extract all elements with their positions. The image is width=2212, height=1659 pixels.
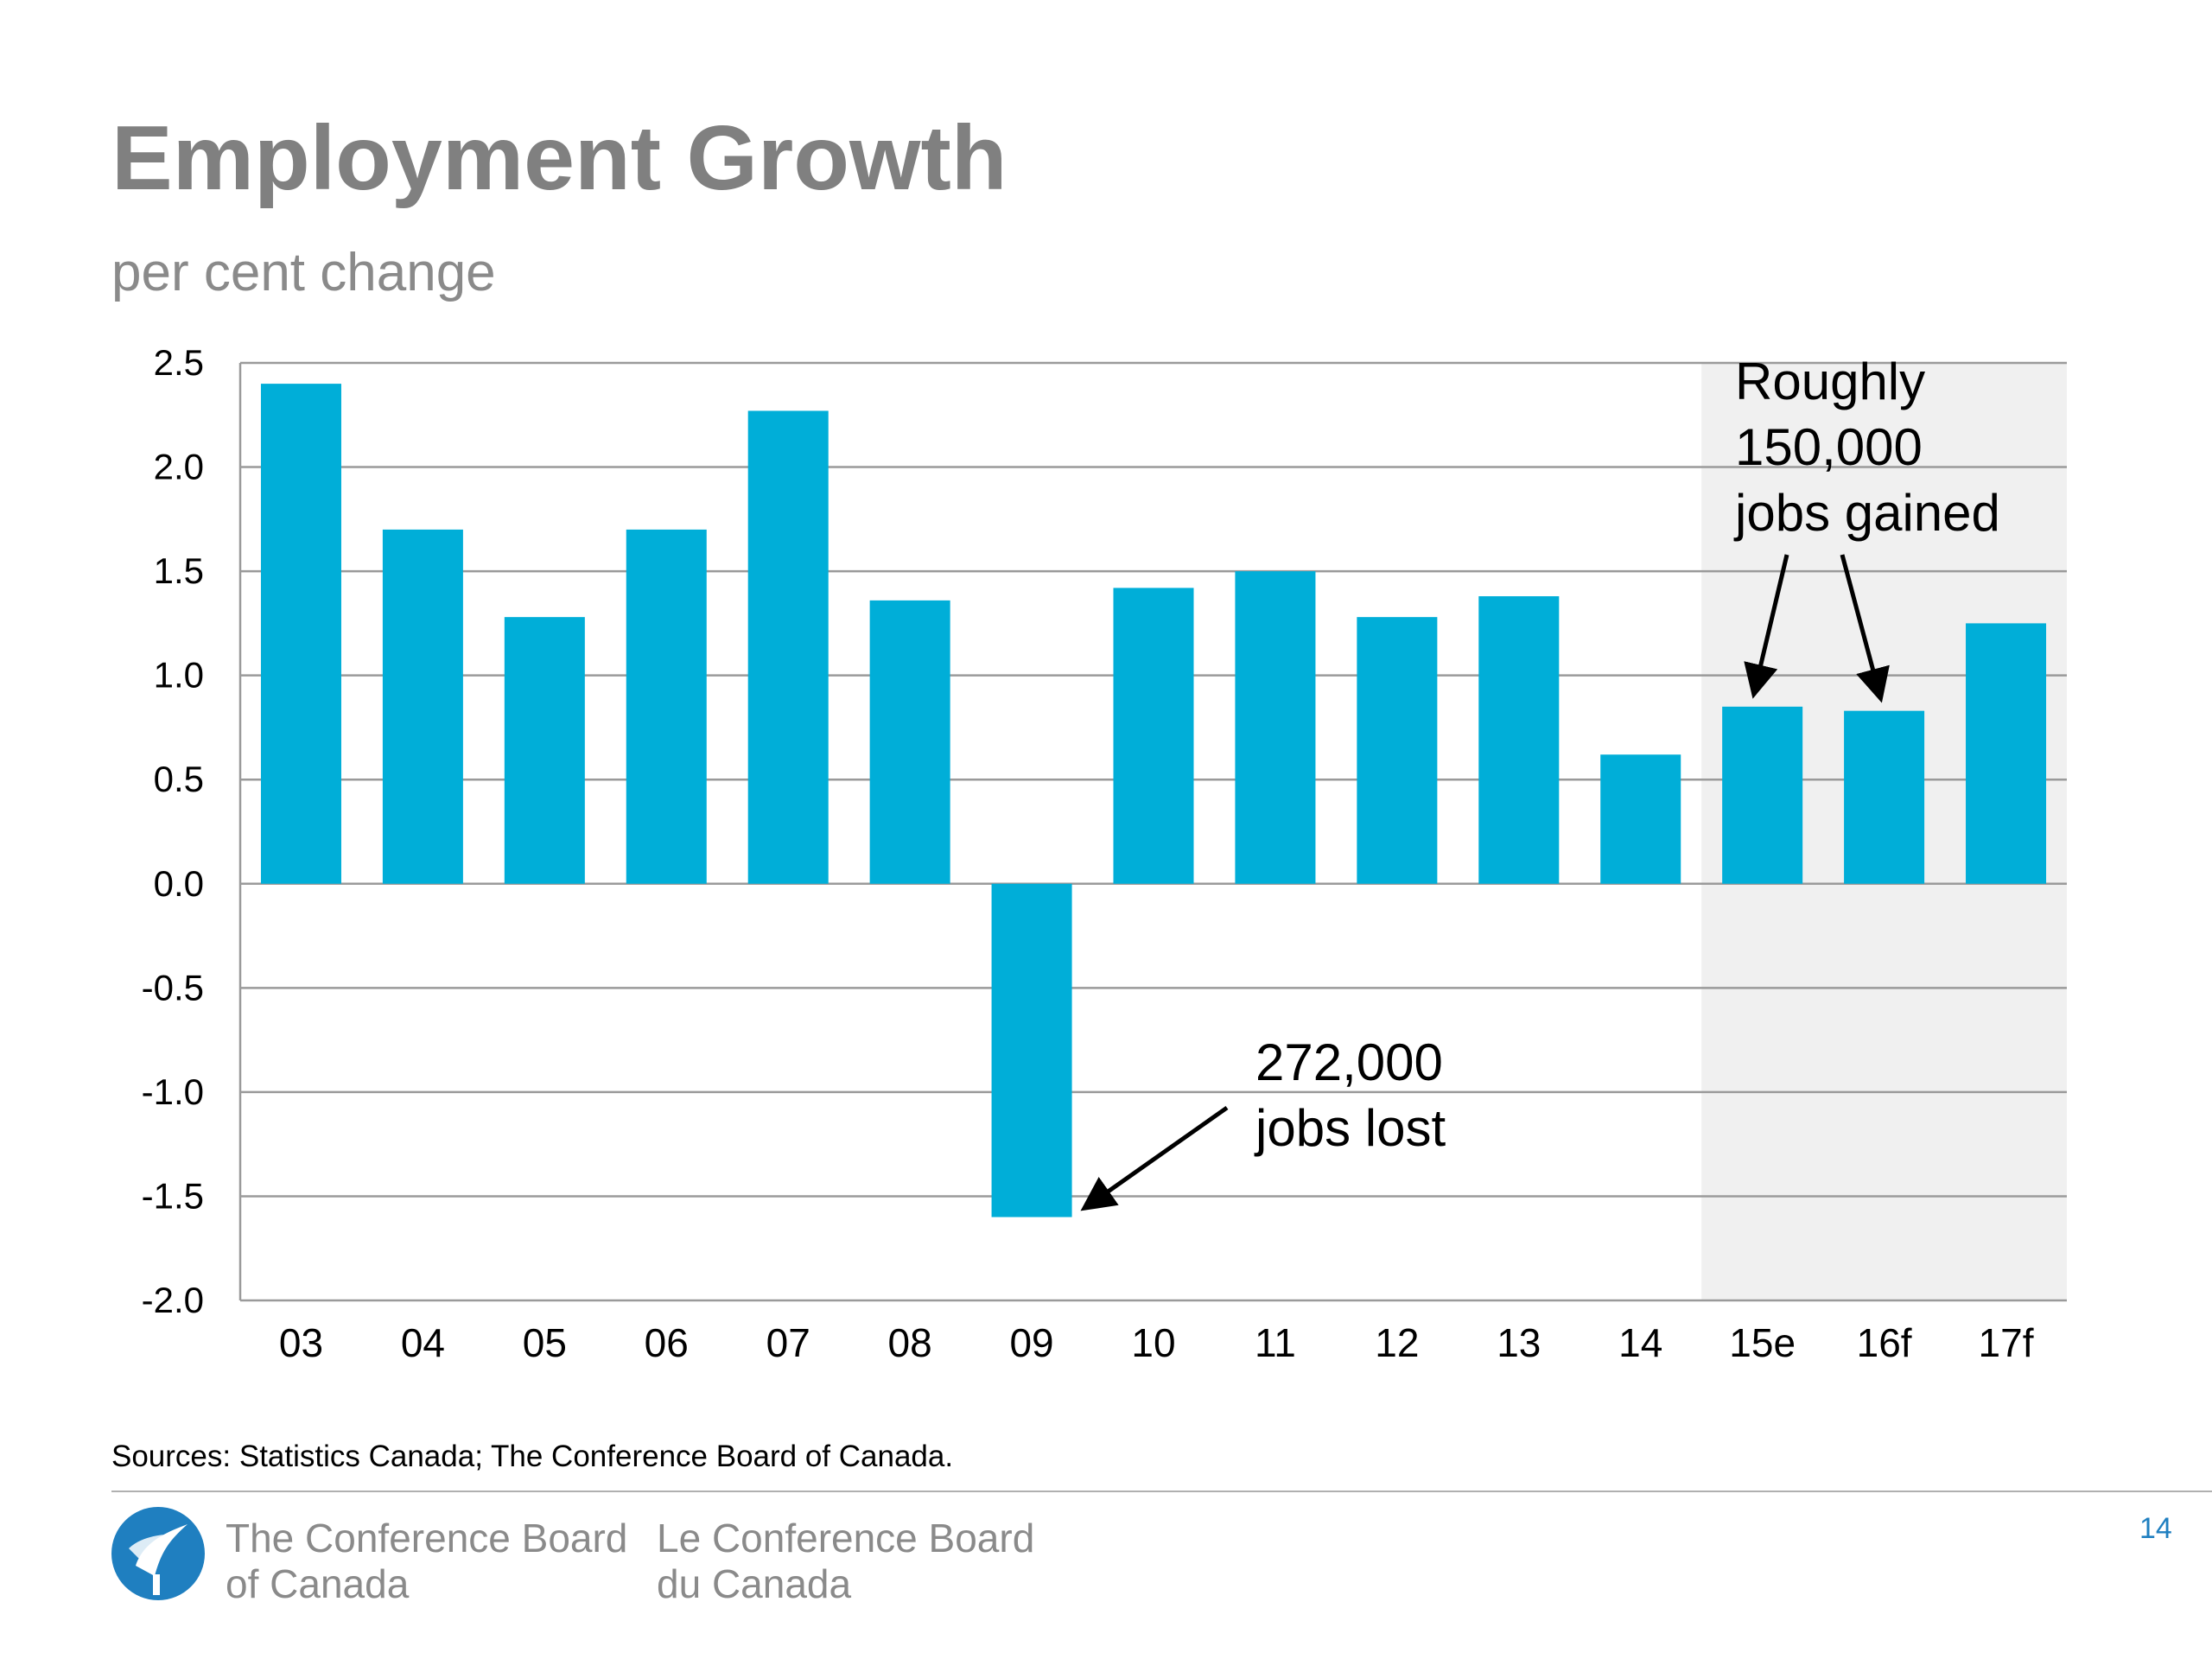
- annotation-arrow-jobs-gained: [1744, 554, 1789, 699]
- bar-17f: [1966, 623, 2047, 884]
- y-tick-label: 2.0: [154, 447, 204, 487]
- annotation-arrow-jobs-gained: [1840, 554, 1890, 703]
- x-tick-label: 10: [1131, 1320, 1175, 1365]
- bar-16f: [1844, 710, 1925, 884]
- x-tick-label: 09: [1009, 1320, 1053, 1365]
- bar-15e: [1722, 706, 1803, 884]
- bar-04: [382, 529, 463, 884]
- x-tick-label: 15e: [1729, 1320, 1796, 1365]
- brand-en-line-2: of Canada: [226, 1560, 410, 1606]
- bar-12: [1357, 617, 1438, 884]
- annotation-arrow-jobs-lost: [1080, 1105, 1229, 1211]
- brand-fr-line-1: Le Conference Board: [657, 1516, 1035, 1560]
- x-tick-label: 06: [645, 1320, 689, 1365]
- bar-07: [747, 410, 829, 884]
- x-tick-label: 05: [523, 1320, 567, 1365]
- bar-08: [869, 600, 950, 884]
- y-tick-label: -0.5: [142, 967, 204, 1007]
- x-tick-label: 17f: [1979, 1320, 2034, 1365]
- x-tick-label: 07: [766, 1320, 810, 1365]
- bar-06: [626, 529, 707, 884]
- y-tick-label: -1.5: [142, 1175, 204, 1216]
- brand-fr-line-2: du Canada: [657, 1560, 852, 1606]
- x-tick-label: 12: [1375, 1320, 1419, 1365]
- annotation-jobs-gained-line: 150,000: [1735, 418, 1923, 476]
- annotation-jobs-lost-line: 272,000: [1255, 1033, 1443, 1091]
- brand-name-french: Le Conference Board du Canada: [657, 1516, 1034, 1607]
- annotation-jobs-lost-line: jobs lost: [1254, 1099, 1446, 1157]
- employment-growth-chart: 2.5 2.0 1.5 1.0 0.5 0.0 -0.5 -1.0 -1.5 -2.0 03 04 0…: [142, 342, 2067, 1365]
- x-tick-label: 08: [888, 1320, 932, 1365]
- bar-05: [504, 617, 585, 884]
- sources-note: Sources: Statistics Canada; The Conferen…: [111, 1440, 954, 1473]
- x-tick-label: 04: [401, 1320, 445, 1365]
- chart-title: Employment Growth: [111, 107, 1007, 209]
- y-tick-label: 0.5: [154, 759, 204, 799]
- y-tick-label: 1.0: [154, 655, 204, 696]
- annotation-jobs-gained-line: Roughly: [1735, 353, 1925, 410]
- footer-divider: [111, 1491, 2212, 1492]
- page-number: 14: [2139, 1512, 2172, 1545]
- bar-10: [1113, 588, 1194, 884]
- y-tick-label: 0.0: [154, 863, 204, 904]
- y-tick-label: 2.5: [154, 342, 204, 383]
- x-tick-label: 11: [1255, 1320, 1296, 1365]
- y-tick-label: 1.5: [154, 550, 204, 591]
- bar-11: [1235, 571, 1316, 884]
- bar-13: [1478, 596, 1560, 884]
- bar-03: [260, 384, 341, 884]
- brand-name-english: The Conference Board of Canada: [226, 1516, 627, 1607]
- annotation-jobs-gained-line: jobs gained: [1733, 484, 2000, 542]
- x-tick-label: 14: [1618, 1320, 1662, 1365]
- y-tick-label: -2.0: [142, 1280, 204, 1320]
- brand-en-line-1: The Conference Board: [226, 1516, 628, 1560]
- chart-subtitle: per cent change: [111, 243, 496, 302]
- bar-09: [991, 883, 1072, 1217]
- x-tick-label: 03: [279, 1320, 323, 1365]
- x-tick-label: 16f: [1857, 1320, 1912, 1365]
- y-tick-label: -1.0: [142, 1071, 204, 1112]
- x-tick-label: 13: [1497, 1320, 1541, 1365]
- bar-14: [1600, 754, 1681, 884]
- torch-globe-icon: [111, 1507, 205, 1600]
